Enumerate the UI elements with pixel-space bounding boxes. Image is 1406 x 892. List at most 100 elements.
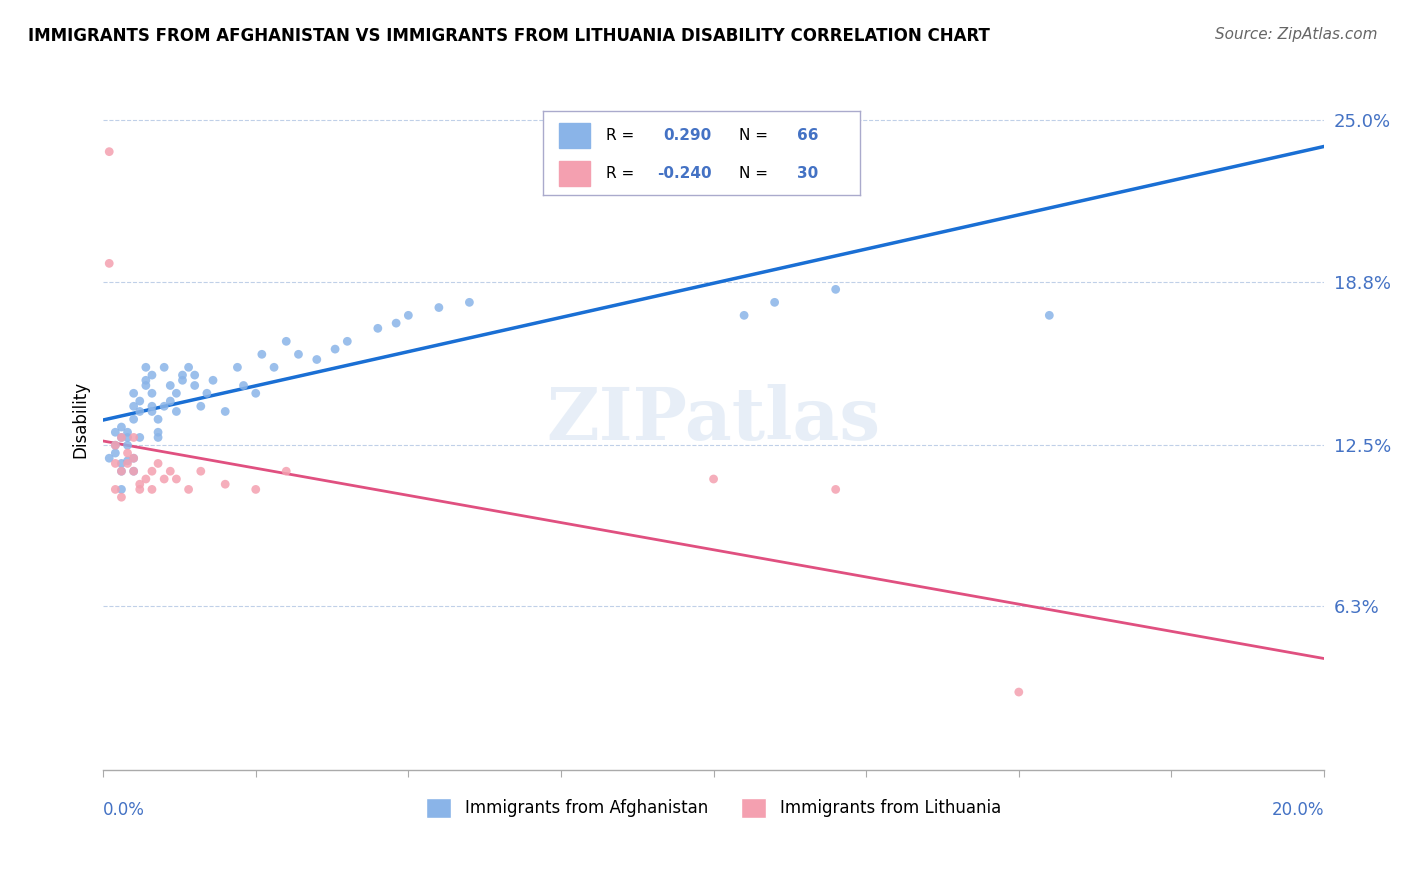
- Point: [824, 483, 846, 497]
- Text: Source: ZipAtlas.com: Source: ZipAtlas.com: [1215, 27, 1378, 42]
- Point: [117, 457, 139, 471]
- Point: [128, 404, 150, 418]
- Point: [141, 368, 163, 383]
- Point: [159, 464, 181, 478]
- Point: [104, 457, 127, 471]
- Point: [122, 399, 145, 413]
- Point: [117, 430, 139, 444]
- Point: [183, 378, 205, 392]
- Point: [110, 490, 132, 504]
- Point: [276, 334, 298, 349]
- Point: [226, 360, 249, 375]
- Point: [104, 483, 127, 497]
- Point: [110, 483, 132, 497]
- Point: [117, 454, 139, 468]
- Point: [110, 420, 132, 434]
- Point: [122, 464, 145, 478]
- Point: [323, 342, 346, 356]
- Point: [195, 386, 218, 401]
- Point: [172, 373, 194, 387]
- Point: [141, 404, 163, 418]
- Point: [276, 464, 298, 478]
- Point: [250, 347, 273, 361]
- Point: [104, 438, 127, 452]
- Point: [128, 477, 150, 491]
- Point: [128, 394, 150, 409]
- Point: [141, 399, 163, 413]
- Point: [141, 483, 163, 497]
- Point: [385, 316, 408, 330]
- Point: [232, 378, 254, 392]
- Point: [135, 373, 157, 387]
- Point: [190, 399, 212, 413]
- Point: [146, 457, 169, 471]
- Point: [117, 446, 139, 460]
- Point: [117, 425, 139, 440]
- Point: [165, 472, 187, 486]
- Point: [122, 451, 145, 466]
- Point: [305, 352, 328, 367]
- Point: [703, 472, 725, 486]
- Point: [98, 145, 121, 159]
- Point: [153, 399, 176, 413]
- Point: [336, 334, 359, 349]
- Point: [146, 425, 169, 440]
- Point: [177, 483, 200, 497]
- Point: [245, 386, 267, 401]
- Point: [177, 360, 200, 375]
- Point: [104, 446, 127, 460]
- Text: 20.0%: 20.0%: [1271, 800, 1324, 819]
- Point: [104, 425, 127, 440]
- Point: [641, 145, 664, 159]
- Point: [396, 309, 419, 323]
- Point: [427, 301, 450, 315]
- Point: [141, 386, 163, 401]
- Point: [165, 386, 187, 401]
- Point: [146, 412, 169, 426]
- Point: [110, 430, 132, 444]
- Point: [214, 477, 236, 491]
- Legend: Immigrants from Afghanistan, Immigrants from Lithuania: Immigrants from Afghanistan, Immigrants …: [419, 791, 1008, 825]
- Point: [245, 483, 267, 497]
- Point: [122, 451, 145, 466]
- Point: [287, 347, 309, 361]
- Point: [104, 438, 127, 452]
- Point: [183, 368, 205, 383]
- Point: [110, 464, 132, 478]
- Text: IMMIGRANTS FROM AFGHANISTAN VS IMMIGRANTS FROM LITHUANIA DISABILITY CORRELATION : IMMIGRANTS FROM AFGHANISTAN VS IMMIGRANT…: [28, 27, 990, 45]
- Point: [128, 483, 150, 497]
- Text: 0.0%: 0.0%: [103, 800, 145, 819]
- Point: [141, 464, 163, 478]
- Point: [367, 321, 389, 335]
- Point: [110, 464, 132, 478]
- Point: [214, 404, 236, 418]
- Point: [733, 309, 755, 323]
- Point: [763, 295, 786, 310]
- Point: [110, 457, 132, 471]
- Point: [1008, 685, 1031, 699]
- Y-axis label: Disability: Disability: [72, 381, 89, 458]
- Point: [122, 386, 145, 401]
- Point: [165, 404, 187, 418]
- Point: [110, 430, 132, 444]
- Point: [98, 256, 121, 270]
- Point: [153, 472, 176, 486]
- Point: [190, 464, 212, 478]
- Point: [117, 438, 139, 452]
- Point: [1038, 309, 1060, 323]
- Point: [263, 360, 285, 375]
- Point: [122, 430, 145, 444]
- Point: [824, 282, 846, 296]
- Point: [146, 430, 169, 444]
- Point: [122, 412, 145, 426]
- Point: [458, 295, 481, 310]
- Point: [122, 464, 145, 478]
- Point: [172, 368, 194, 383]
- Text: ZIPatlas: ZIPatlas: [547, 384, 880, 455]
- Point: [202, 373, 225, 387]
- Point: [135, 360, 157, 375]
- Point: [98, 451, 121, 466]
- Point: [135, 472, 157, 486]
- Point: [159, 394, 181, 409]
- Point: [159, 378, 181, 392]
